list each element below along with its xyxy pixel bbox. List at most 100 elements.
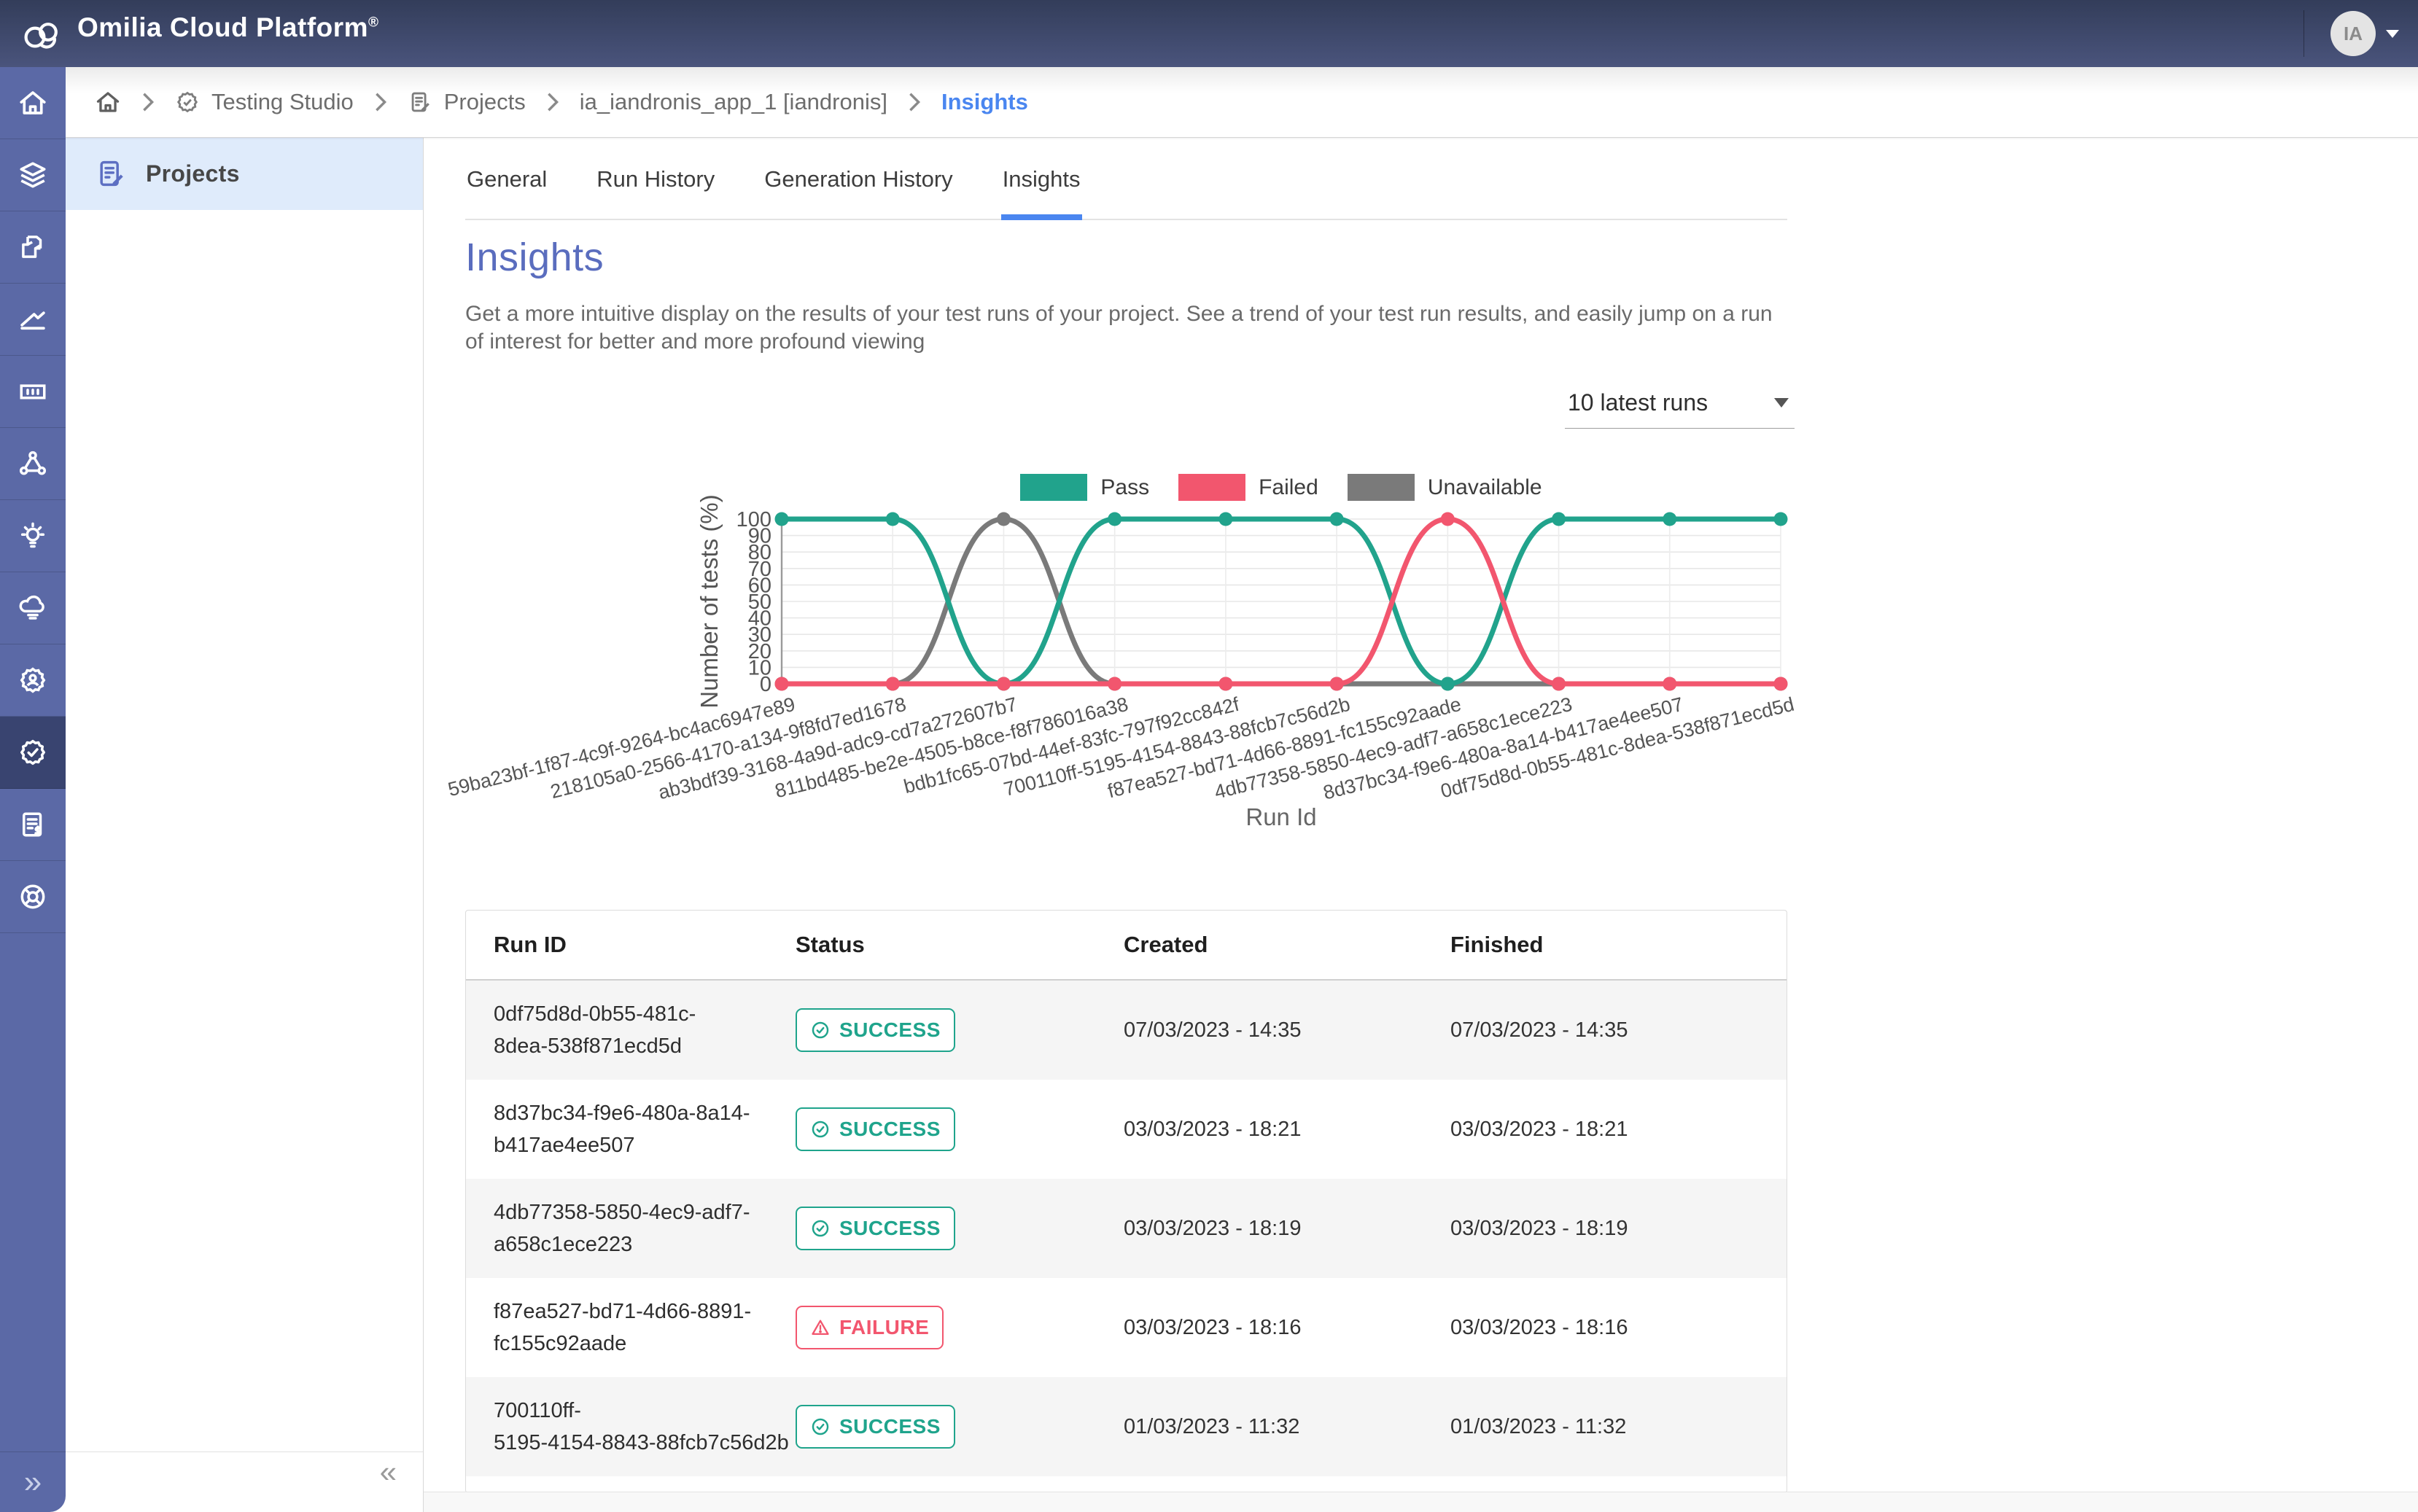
status-badge-label: SUCCESS	[839, 1415, 941, 1438]
table-row[interactable]: 0df75d8d-0b55-481c- 8dea-538f871ecd5d SUCC…	[466, 981, 1787, 1080]
trend-icon	[20, 311, 45, 330]
status-cell: SUCCESS	[796, 1405, 1124, 1449]
status-badge: FAILURE	[796, 1306, 944, 1349]
rail-item-trend[interactable]	[0, 284, 66, 356]
chart-point[interactable]	[1552, 512, 1566, 526]
check-circle-icon	[812, 1121, 829, 1138]
chart-point[interactable]	[774, 677, 789, 691]
tab-run-history[interactable]: Run History	[596, 166, 715, 192]
chart-point[interactable]	[1663, 677, 1677, 691]
gear-user-icon	[20, 667, 46, 693]
tab-general[interactable]: General	[467, 166, 548, 192]
legend-swatch-icon	[1178, 474, 1246, 501]
tab-insights[interactable]: Insights	[1000, 156, 1082, 220]
expand-right-icon: »	[23, 1464, 42, 1500]
rail-item-network[interactable]	[0, 428, 66, 500]
legend-item-pass[interactable]: Pass	[1020, 474, 1149, 501]
finished-cell: 03/03/2023 - 18:21	[1450, 1117, 1628, 1141]
chart-point[interactable]	[1329, 512, 1344, 526]
breadcrumb: Testing Studio Projects ia_iandronis_app…	[66, 67, 2418, 138]
finished-cell: 03/03/2023 - 18:19	[1450, 1216, 1628, 1240]
sidebar-item-projects[interactable]: Projects	[66, 137, 423, 210]
rail-expand-button[interactable]: »	[0, 1451, 66, 1512]
rail-item-testing-studio[interactable]	[0, 717, 66, 789]
rail-item-support[interactable]	[0, 861, 66, 933]
status-badge: SUCCESS	[796, 1008, 955, 1052]
legend-item-unavailable[interactable]: Unavailable	[1347, 474, 1542, 501]
sidebar-footer: «	[66, 1451, 423, 1492]
chart-point[interactable]	[1108, 677, 1122, 691]
table-row[interactable]: 8d37bc34-f9e6-480a-8a14- b417ae4ee507 SUCC…	[466, 1080, 1787, 1179]
chart-point[interactable]	[885, 512, 900, 526]
legend-label: Pass	[1100, 475, 1150, 499]
chart-point[interactable]	[1773, 512, 1788, 526]
chart-point[interactable]	[885, 677, 900, 691]
registered-mark: ®	[368, 15, 379, 31]
table-row[interactable]: f87ea527-bd71-4d66-8891- fc155c92aade FAIL…	[466, 1278, 1787, 1377]
app-logo[interactable]: Omilia Cloud Platform®	[20, 12, 379, 55]
rail-item-gear-user[interactable]	[0, 644, 66, 717]
table-row[interactable]: 700110ff- 5195-4154-8843-88fcb7c56d2b SUCC…	[466, 1377, 1787, 1476]
rail-item-invoice[interactable]	[0, 789, 66, 861]
status-cell: SUCCESS	[796, 1207, 1124, 1250]
breadcrumb-projects[interactable]: Projects	[408, 89, 526, 115]
column-header-finished: Finished	[1450, 932, 1544, 957]
legend-item-failed[interactable]: Failed	[1178, 474, 1318, 501]
home-icon	[20, 91, 46, 114]
sidebar-item-label: Projects	[146, 160, 240, 187]
check-circle-icon	[812, 1021, 829, 1039]
chart-point[interactable]	[1218, 512, 1233, 526]
warning-triangle-icon	[812, 1320, 829, 1336]
rail-item-card[interactable]	[0, 356, 66, 428]
run-id-cell: 4db77358-5850-4ec9-adf7- a658c1ece223	[494, 1201, 750, 1256]
chart-point[interactable]	[774, 512, 789, 526]
rail-item-blocks[interactable]	[0, 211, 66, 284]
rail-item-cloud[interactable]	[0, 572, 66, 644]
status-badge: SUCCESS	[796, 1207, 955, 1250]
tab-generation-history[interactable]: Generation History	[764, 166, 953, 192]
rail-item-bulb[interactable]	[0, 500, 66, 572]
legend-swatch-icon	[1347, 474, 1415, 501]
breadcrumb-app[interactable]: ia_iandronis_app_1 [iandronis]	[579, 89, 887, 114]
collapse-left-icon[interactable]: «	[379, 1454, 397, 1489]
chart-point[interactable]	[1440, 512, 1455, 526]
run-id-cell: 700110ff- 5195-4154-8843-88fcb7c56d2b	[494, 1399, 789, 1454]
chart-point[interactable]	[1108, 512, 1122, 526]
created-cell: 03/03/2023 - 18:19	[1124, 1216, 1302, 1240]
lifebuoy-icon	[20, 884, 45, 909]
rail-item-home[interactable]	[0, 67, 66, 139]
status-badge-label: SUCCESS	[839, 1118, 941, 1140]
table-row[interactable]: 4db77358-5850-4ec9-adf7- a658c1ece223 SUCC…	[466, 1179, 1787, 1278]
rail-item-layers[interactable]	[0, 139, 66, 211]
table-header-row: Run ID Status Created Finished	[466, 911, 1787, 981]
column-header-created: Created	[1124, 932, 1208, 957]
dropdown-caret-icon	[1774, 398, 1789, 408]
breadcrumb-testing-studio[interactable]: Testing Studio	[175, 89, 354, 115]
secondary-sidebar: Projects «	[66, 137, 424, 1512]
chart-point[interactable]	[1773, 677, 1788, 691]
breadcrumb-home[interactable]	[95, 89, 121, 115]
created-cell: 03/03/2023 - 18:16	[1124, 1315, 1302, 1339]
page-description: Get a more intuitive display on the resu…	[465, 302, 1773, 354]
check-circle-icon	[812, 1220, 829, 1237]
avatar-caret-icon[interactable]	[2386, 29, 2399, 38]
status-badge-label: SUCCESS	[839, 1217, 941, 1239]
cloud-logo-icon	[20, 17, 64, 55]
finished-cell: 07/03/2023 - 14:35	[1450, 1018, 1628, 1042]
bulb-icon	[20, 522, 45, 548]
svg-text:20: 20	[748, 640, 771, 663]
chart-point[interactable]	[1552, 677, 1566, 691]
status-badge: SUCCESS	[796, 1107, 955, 1151]
chart-point[interactable]	[1329, 677, 1344, 691]
svg-text:50: 50	[748, 591, 771, 614]
runs-filter-select[interactable]: 10 latest runs	[1565, 382, 1795, 429]
chart-point[interactable]	[1663, 512, 1677, 526]
avatar[interactable]: IA	[2330, 11, 2376, 56]
chart-point[interactable]	[996, 677, 1011, 691]
chart-point[interactable]	[996, 512, 1011, 526]
chart-point[interactable]	[1440, 677, 1455, 691]
blocks-icon	[22, 235, 42, 258]
chart-point[interactable]	[1218, 677, 1233, 691]
